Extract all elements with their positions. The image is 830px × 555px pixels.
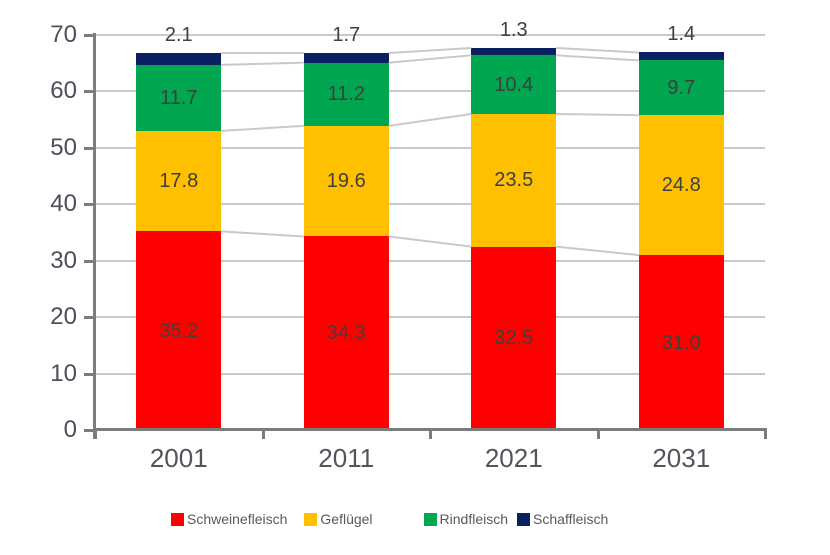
y-axis-tick <box>84 203 93 207</box>
legend-label: Rindfleisch <box>439 511 509 527</box>
series-connector-line <box>388 46 472 55</box>
series-connector-line <box>556 54 639 62</box>
legend-swatch-schaffleisch <box>517 512 531 526</box>
gridline <box>95 259 765 262</box>
y-axis-tick <box>84 34 93 37</box>
gridline <box>95 372 765 375</box>
segment-value-label: 34.3 <box>326 322 366 345</box>
bar-total-label: 1.7 <box>332 24 361 47</box>
segment-value-label: 17.8 <box>159 170 199 193</box>
segment-value-label: 11.7 <box>160 86 198 109</box>
bar-segment-rindfleisch <box>303 62 389 126</box>
segment-value-label: 23.5 <box>494 169 534 192</box>
y-tick-label: 0 <box>63 416 77 443</box>
gridline <box>95 316 765 319</box>
bar-segment-schweinefleisch <box>303 236 389 430</box>
x-category-label: 2021 <box>484 443 543 473</box>
x-category-label: 2011 <box>318 443 375 473</box>
legend-item: Rindfleisch <box>423 510 509 528</box>
y-tick-label: 20 <box>50 303 77 331</box>
segment-value-label: 31.0 <box>661 331 701 354</box>
segment-value-label: 35.2 <box>159 319 199 342</box>
bar-segment-rindfleisch <box>136 64 222 131</box>
series-connector-line <box>221 61 304 66</box>
bar-total-label: 1.3 <box>499 18 528 41</box>
bar-segment-rindfleisch <box>471 55 557 114</box>
bar-total-label: 2.1 <box>164 24 193 47</box>
y-tick-label: 50 <box>50 133 77 161</box>
y-tick-label: 30 <box>50 246 77 274</box>
y-axis-tick <box>84 429 93 432</box>
segment-value-label: 19.6 <box>326 170 366 193</box>
series-connector-line <box>556 113 639 117</box>
x-axis-tick <box>596 430 600 439</box>
x-axis-tick <box>429 430 432 439</box>
y-tick-label: 40 <box>50 190 77 218</box>
bar-segment-rindfleisch <box>638 60 724 116</box>
legend-label: Geflügel <box>320 511 373 527</box>
y-axis-tick <box>84 146 93 150</box>
bar-segment-schaffleisch <box>471 47 557 56</box>
legend-label: Schweinefleisch <box>187 511 288 527</box>
bar-total-label: 1.4 <box>667 23 696 46</box>
bar-segment-schweinefleisch <box>471 246 557 430</box>
bar-segment-gefl-gel <box>303 125 389 237</box>
legend-swatch-rindfleisch <box>423 512 437 526</box>
y-axis-line <box>93 33 96 439</box>
y-axis-tick <box>84 372 93 376</box>
y-axis-tick <box>84 316 93 320</box>
segment-value-label: 24.8 <box>661 174 701 197</box>
series-connector-line <box>388 235 472 248</box>
bar-segment-schaffleisch <box>136 53 222 65</box>
legend-swatch-gefl-gel <box>304 512 318 526</box>
series-connector-line <box>388 54 472 64</box>
bar-segment-gefl-gel <box>638 115 724 256</box>
gridline <box>95 90 765 93</box>
series-connector-line <box>556 46 639 54</box>
legend: Schweinefleisch Geflügel Rindfleisch Schaff… <box>171 510 608 528</box>
legend-item: Schaffleisch <box>517 510 608 528</box>
bar-segment-schaffleisch <box>303 53 389 63</box>
segment-value-label: 11.2 <box>327 83 365 106</box>
y-tick-label: 70 <box>50 21 77 48</box>
bar-segment-gefl-gel <box>136 130 222 232</box>
legend-swatch-schweinefleisch <box>171 512 184 526</box>
x-axis-tick <box>94 430 97 439</box>
gridline <box>95 203 765 206</box>
legend-item: Schweinefleisch <box>171 510 287 528</box>
segment-value-label: 32.5 <box>494 327 534 350</box>
bar-segment-gefl-gel <box>471 114 557 247</box>
y-tick-label: 10 <box>50 359 77 387</box>
x-category-label: 2001 <box>149 443 208 473</box>
x-axis-tick <box>261 430 265 439</box>
series-connector-line <box>221 124 304 132</box>
series-connector-line <box>556 245 639 257</box>
x-axis-line <box>93 428 767 431</box>
gridline <box>95 146 765 149</box>
bar-segment-schaffleisch <box>638 52 724 61</box>
legend-item: Geflügel <box>304 510 373 528</box>
gridline <box>95 34 765 36</box>
x-category-label: 2031 <box>652 443 711 473</box>
bar-segment-schweinefleisch <box>136 231 222 430</box>
y-axis-tick <box>84 90 93 94</box>
bar-segment-schweinefleisch <box>638 255 724 430</box>
x-axis-tick <box>764 430 767 439</box>
segment-value-label: 10.4 <box>494 73 534 96</box>
series-connector-line <box>388 113 472 127</box>
segment-value-label: 9.7 <box>667 76 696 99</box>
y-tick-label: 60 <box>50 77 77 105</box>
legend-label: Schaffleisch <box>533 511 609 527</box>
y-axis-tick <box>84 259 93 263</box>
series-connector-line <box>221 230 304 238</box>
